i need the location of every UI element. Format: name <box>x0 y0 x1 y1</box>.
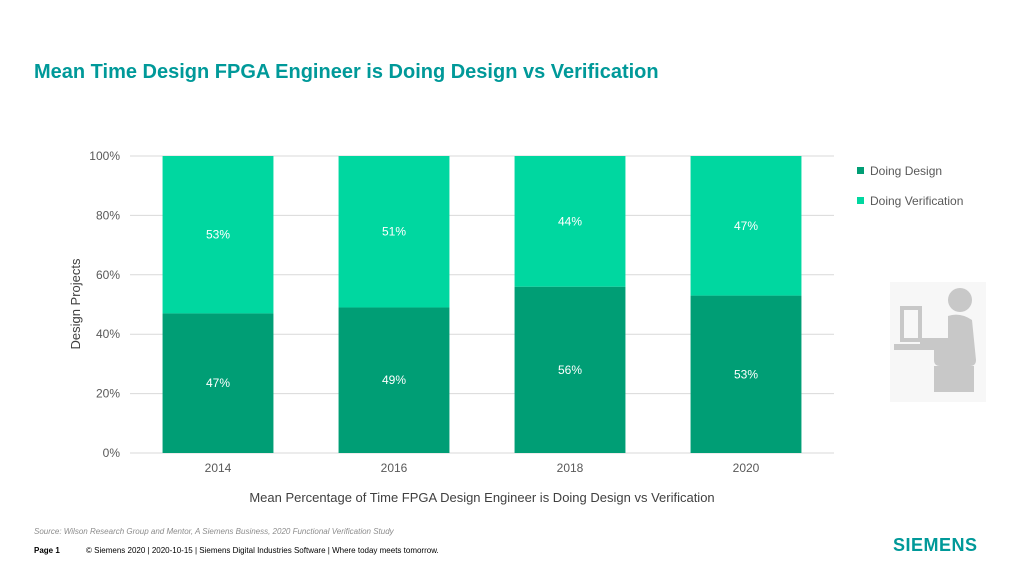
data-label: 51% <box>382 225 406 239</box>
stacked-bar-chart: 0% 20% 40% 60% 80% 100% 47% 53% 49% 51% 56% 44% 53%… <box>68 149 963 505</box>
bar-verification <box>690 156 802 296</box>
bar-design <box>338 307 450 453</box>
page-title: Mean Time Design FPGA Engineer is Doing … <box>34 61 659 83</box>
footer-text: © Siemens 2020 | 2020-10-15 | Siemens Di… <box>86 546 439 555</box>
x-tick-label: 2020 <box>733 461 760 475</box>
x-tick-labels: 2014 2016 2018 2020 <box>205 461 760 475</box>
data-label: 47% <box>734 219 758 233</box>
y-tick-label: 60% <box>96 268 120 282</box>
x-tick-label: 2018 <box>557 461 584 475</box>
data-label: 49% <box>382 373 406 387</box>
y-tick-label: 40% <box>96 327 120 341</box>
siemens-logo: SIEMENS <box>893 535 978 555</box>
chart-legend: Doing Design Doing Verification <box>857 164 963 208</box>
y-tick-labels: 0% 20% 40% 60% 80% 100% <box>89 149 120 460</box>
legend-swatch <box>857 197 864 204</box>
source-note: Source: Wilson Research Group and Mentor… <box>34 527 394 536</box>
y-tick-label: 20% <box>96 387 120 401</box>
legend-label: Doing Design <box>870 164 942 178</box>
bar-design <box>514 286 626 453</box>
bar-design <box>690 295 802 453</box>
legend-label: Doing Verification <box>870 194 963 208</box>
x-tick-label: 2016 <box>381 461 408 475</box>
chart-bars: 47% 53% 49% 51% 56% 44% 53% 47% <box>162 156 802 453</box>
bar-verification <box>338 156 450 308</box>
y-axis-label: Design Projects <box>68 258 83 350</box>
bar-design <box>162 313 274 453</box>
y-tick-label: 0% <box>103 446 121 460</box>
x-tick-label: 2014 <box>205 461 232 475</box>
legend-swatch <box>857 167 864 174</box>
footer: Page 1 © Siemens 2020 | 2020-10-15 | Sie… <box>34 546 439 555</box>
data-label: 44% <box>558 214 582 228</box>
data-label: 53% <box>206 228 230 242</box>
page-number: Page 1 <box>34 546 60 555</box>
bar-verification <box>162 156 274 314</box>
bar-verification <box>514 156 626 287</box>
data-label: 56% <box>558 363 582 377</box>
data-label: 47% <box>206 376 230 390</box>
person-at-computer-icon <box>890 282 986 402</box>
y-tick-label: 100% <box>89 149 120 163</box>
x-axis-label: Mean Percentage of Time FPGA Design Engi… <box>249 490 714 505</box>
data-label: 53% <box>734 367 758 381</box>
y-tick-label: 80% <box>96 208 120 222</box>
